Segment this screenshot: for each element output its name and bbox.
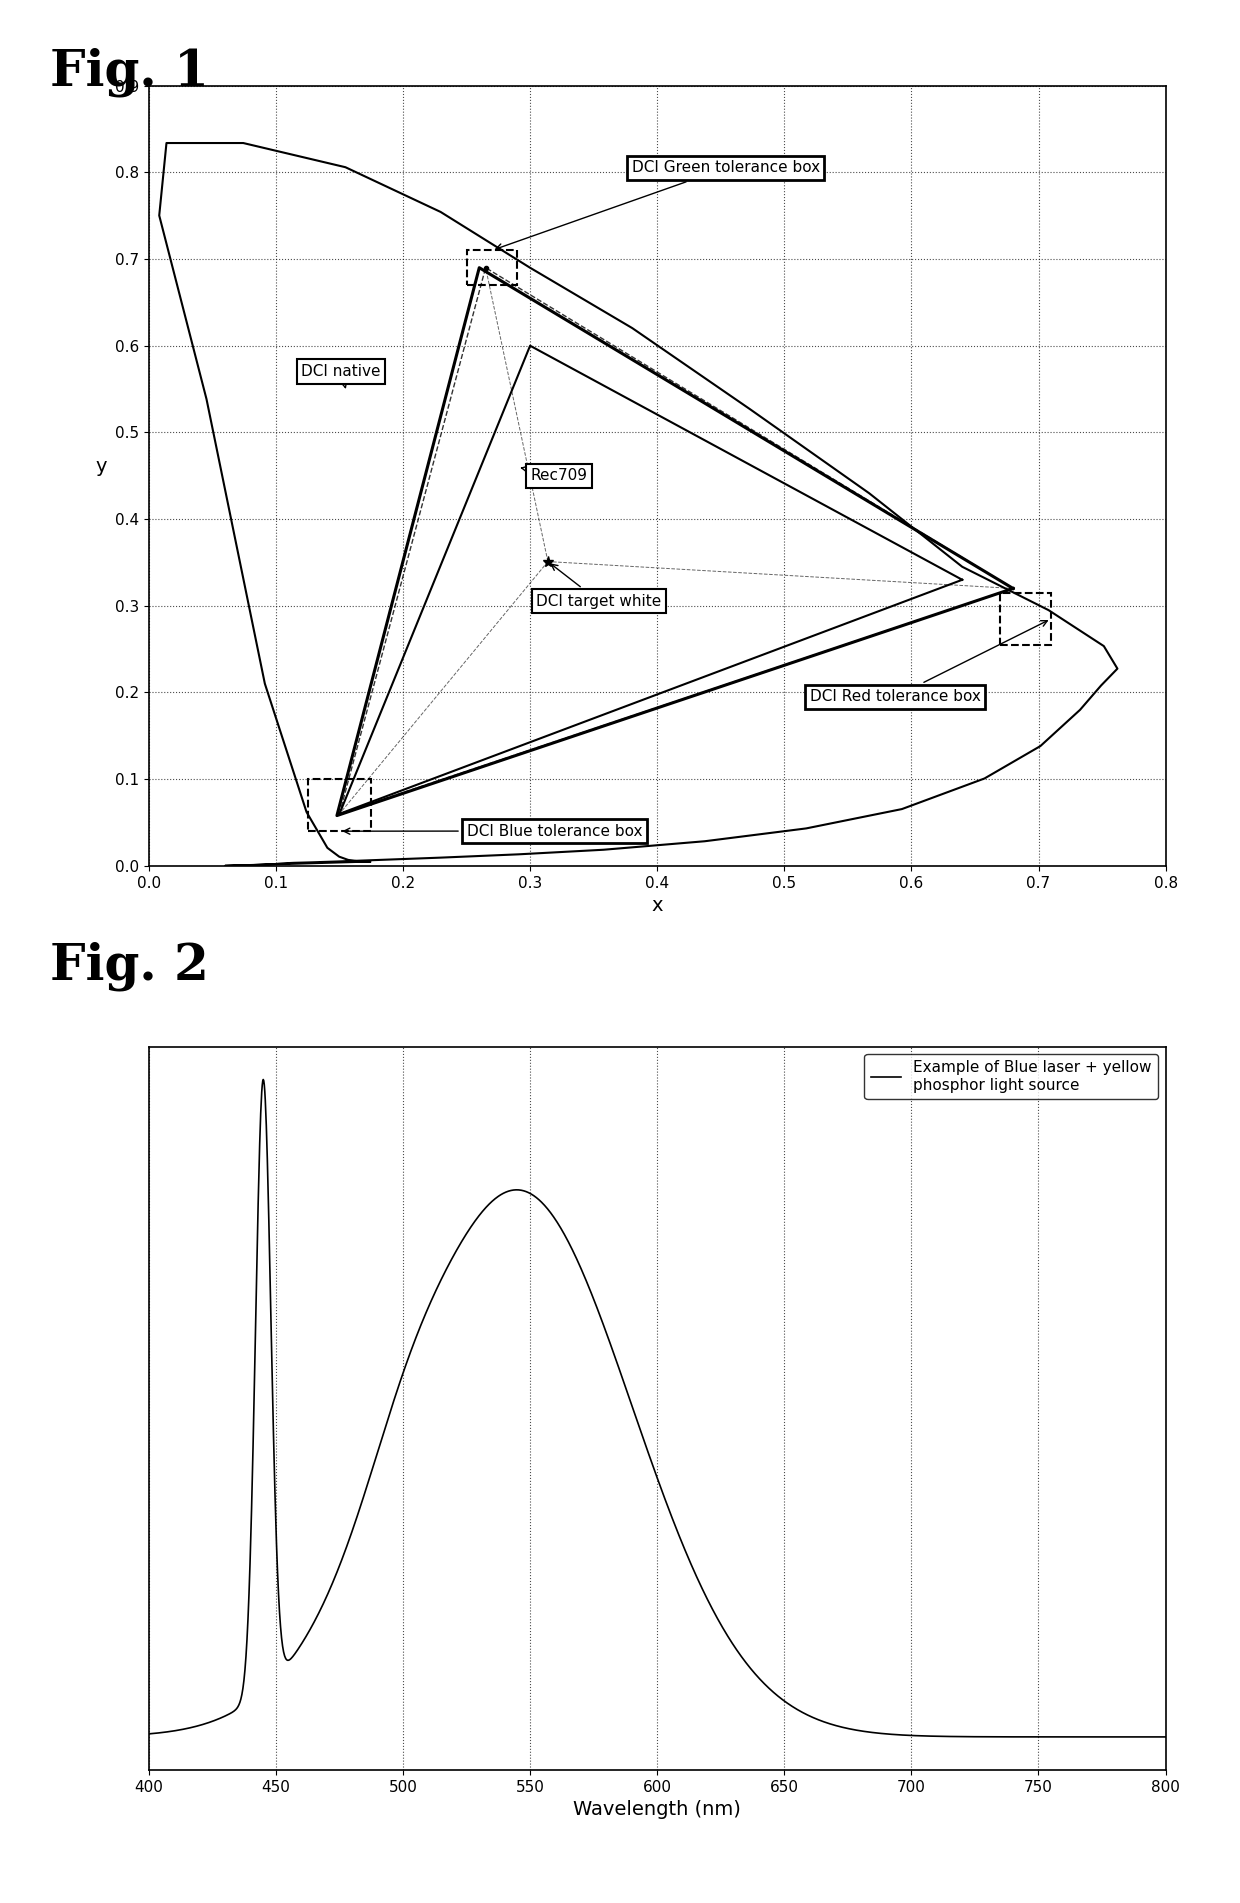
Bar — [1001, 594, 1052, 645]
X-axis label: Wavelength (nm): Wavelength (nm) — [573, 1800, 742, 1819]
Text: DCI target white: DCI target white — [537, 563, 662, 609]
Bar — [308, 778, 371, 832]
Text: Fig. 2: Fig. 2 — [50, 942, 208, 991]
X-axis label: x: x — [651, 896, 663, 915]
Legend: Example of Blue laser + yellow
phosphor light source: Example of Blue laser + yellow phosphor … — [864, 1054, 1158, 1098]
Text: Fig. 1: Fig. 1 — [50, 48, 208, 97]
Bar — [466, 251, 517, 285]
Text: DCI Blue tolerance box: DCI Blue tolerance box — [343, 824, 642, 839]
Text: Rec709: Rec709 — [522, 466, 587, 483]
Text: DCI native: DCI native — [301, 363, 381, 388]
Text: DCI Red tolerance box: DCI Red tolerance box — [810, 620, 1048, 704]
Y-axis label: y: y — [95, 457, 107, 476]
Text: DCI Green tolerance box: DCI Green tolerance box — [496, 160, 820, 249]
